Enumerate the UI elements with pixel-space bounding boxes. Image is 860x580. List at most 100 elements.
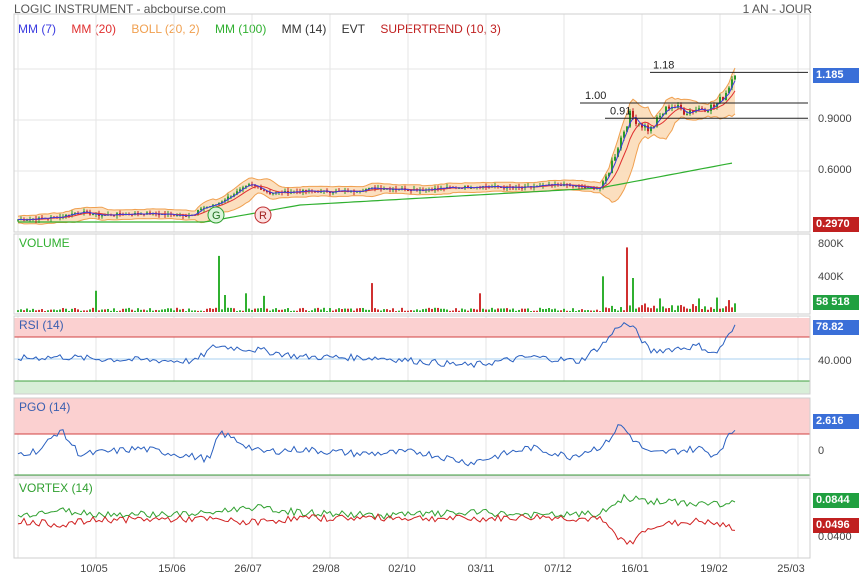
volume-bar bbox=[152, 310, 154, 312]
volume-bar bbox=[113, 308, 115, 312]
volume-bar bbox=[614, 308, 616, 312]
legend-mm20[interactable]: MM (20) bbox=[71, 22, 117, 36]
fib-level-label: 0.91 bbox=[610, 105, 631, 117]
volume-bar bbox=[437, 307, 439, 312]
volume-bar bbox=[173, 310, 175, 312]
price-candle bbox=[260, 187, 262, 190]
volume-bar bbox=[482, 308, 484, 312]
volume-bar bbox=[386, 309, 388, 312]
volume-bar bbox=[428, 307, 430, 312]
volume-bar bbox=[326, 311, 328, 312]
volume-bar bbox=[329, 308, 331, 312]
volume-bar bbox=[407, 310, 409, 312]
legend-evt[interactable]: EVT bbox=[341, 22, 366, 36]
price-candle bbox=[686, 113, 688, 115]
volume-bar bbox=[590, 310, 592, 312]
price-candle bbox=[398, 189, 400, 191]
volume-bar bbox=[98, 310, 100, 312]
price-candle bbox=[500, 186, 502, 188]
volume-bar bbox=[731, 307, 733, 312]
volume-bar bbox=[617, 310, 619, 312]
volume-bar bbox=[32, 308, 34, 312]
volume-bar bbox=[512, 308, 514, 312]
volume-bar bbox=[170, 308, 172, 312]
volume-bar bbox=[341, 309, 343, 312]
price-candle bbox=[611, 160, 613, 174]
volume-bar bbox=[50, 309, 52, 312]
price-candle bbox=[470, 187, 472, 189]
volume-bar bbox=[431, 308, 433, 312]
volume-bar bbox=[188, 308, 190, 312]
volume-bar bbox=[257, 308, 259, 312]
volume-bar bbox=[413, 310, 415, 312]
volume-bar bbox=[515, 310, 517, 312]
volume-bar bbox=[74, 308, 76, 312]
price-candle bbox=[368, 187, 370, 190]
volume-bar bbox=[101, 309, 103, 312]
volume-bar bbox=[503, 308, 505, 312]
legend-mm14[interactable]: MM (14) bbox=[281, 22, 327, 36]
volume-bar bbox=[224, 295, 226, 312]
volume-bar bbox=[650, 308, 652, 312]
price-candle bbox=[230, 196, 232, 198]
x-tick: 07/12 bbox=[544, 563, 572, 575]
volume-bar bbox=[521, 308, 523, 312]
volume-bar bbox=[92, 307, 94, 312]
price-candle bbox=[185, 215, 187, 217]
volume-bar bbox=[404, 310, 406, 312]
volume-bar bbox=[251, 309, 253, 312]
volume-bar bbox=[119, 310, 121, 312]
price-candle bbox=[158, 214, 160, 216]
volume-bar bbox=[551, 309, 553, 312]
volume-bar bbox=[302, 307, 304, 312]
volume-bar bbox=[638, 307, 640, 312]
volume-bar bbox=[194, 310, 196, 312]
volume-bar bbox=[725, 306, 727, 312]
volume-bar bbox=[719, 308, 721, 312]
volume-bar bbox=[359, 308, 361, 312]
price-candle bbox=[221, 201, 223, 203]
volume-bar bbox=[500, 308, 502, 312]
volume-bar bbox=[53, 309, 55, 312]
volume-bar bbox=[38, 309, 40, 312]
price-candle bbox=[521, 187, 523, 189]
volume-bar bbox=[713, 308, 715, 312]
volume-bar bbox=[473, 308, 475, 312]
volume-panel-frame bbox=[13, 233, 811, 315]
volume-bar bbox=[89, 309, 91, 312]
legend-mm7[interactable]: MM (7) bbox=[18, 22, 56, 36]
volume-bar bbox=[317, 307, 319, 312]
volume-bar bbox=[266, 308, 268, 312]
indicator-legend: MM (7) MM (20) BOLL (20, 2) MM (100) MM … bbox=[18, 22, 513, 36]
volume-bar bbox=[389, 310, 391, 312]
price-candle bbox=[650, 126, 652, 132]
volume-bar bbox=[602, 276, 604, 312]
legend-supertrend[interactable]: SUPERTREND (10, 3) bbox=[380, 22, 501, 36]
supertrend-tag: 0.2970 bbox=[813, 217, 859, 232]
volume-bar bbox=[311, 310, 313, 312]
volume-bar bbox=[377, 309, 379, 312]
price-candle bbox=[713, 104, 715, 107]
volume-bar bbox=[269, 310, 271, 312]
x-tick: 15/06 bbox=[158, 563, 186, 575]
price-candle bbox=[272, 193, 274, 195]
volume-bar bbox=[440, 308, 442, 312]
period-label[interactable]: 1 AN - JOUR bbox=[742, 2, 812, 16]
volume-bar bbox=[353, 310, 355, 312]
volume-bar bbox=[575, 311, 577, 312]
price-candle bbox=[656, 117, 658, 127]
price-candle bbox=[689, 110, 691, 114]
legend-mm100[interactable]: MM (100) bbox=[214, 22, 267, 36]
price-candle bbox=[602, 181, 604, 189]
legend-boll[interactable]: BOLL (20, 2) bbox=[131, 22, 200, 36]
volume-bar bbox=[395, 311, 397, 312]
volume-bar bbox=[452, 310, 454, 312]
volume-bar bbox=[80, 310, 82, 312]
x-tick: 26/07 bbox=[234, 563, 262, 575]
volume-bar bbox=[632, 278, 634, 312]
volume-bar bbox=[392, 308, 394, 312]
volume-bar bbox=[356, 308, 358, 312]
volume-bar bbox=[659, 298, 661, 312]
price-candle bbox=[665, 106, 667, 114]
